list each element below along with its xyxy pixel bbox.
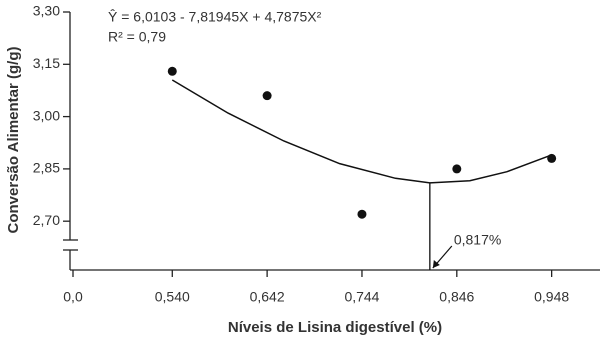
y-tick-label: 2,70: [33, 212, 60, 228]
equation: Ŷ = 6,0103 - 7,81945X + 4,7875X²: [108, 9, 322, 25]
data-point: [262, 91, 272, 101]
data-point: [357, 209, 367, 219]
annotation-label: 0,817%: [454, 232, 501, 248]
data-point: [167, 66, 177, 76]
x-tick-label: 0,948: [534, 289, 569, 305]
x-tick-label: 0,0: [63, 289, 83, 305]
r-squared: R² = 0,79: [108, 29, 166, 45]
fit-curve: [171, 79, 552, 184]
y-tick-label: 3,15: [33, 55, 60, 71]
x-tick-label: 0,744: [344, 289, 379, 305]
y-axis-title: Conversão Alimentar (g/g): [5, 47, 22, 234]
y-tick-label: 2,85: [33, 160, 60, 176]
x-tick-label: 0,642: [250, 289, 285, 305]
x-tick-label: 0,540: [155, 289, 190, 305]
data-point: [547, 153, 557, 163]
x-tick-label: 0,846: [439, 289, 474, 305]
x-axis-title: Níveis de Lisina digestível (%): [228, 319, 442, 336]
data-point: [452, 164, 462, 174]
arrow-head: [432, 260, 440, 268]
y-tick-label: 3,00: [33, 107, 60, 123]
y-tick-label: 3,30: [33, 3, 60, 19]
